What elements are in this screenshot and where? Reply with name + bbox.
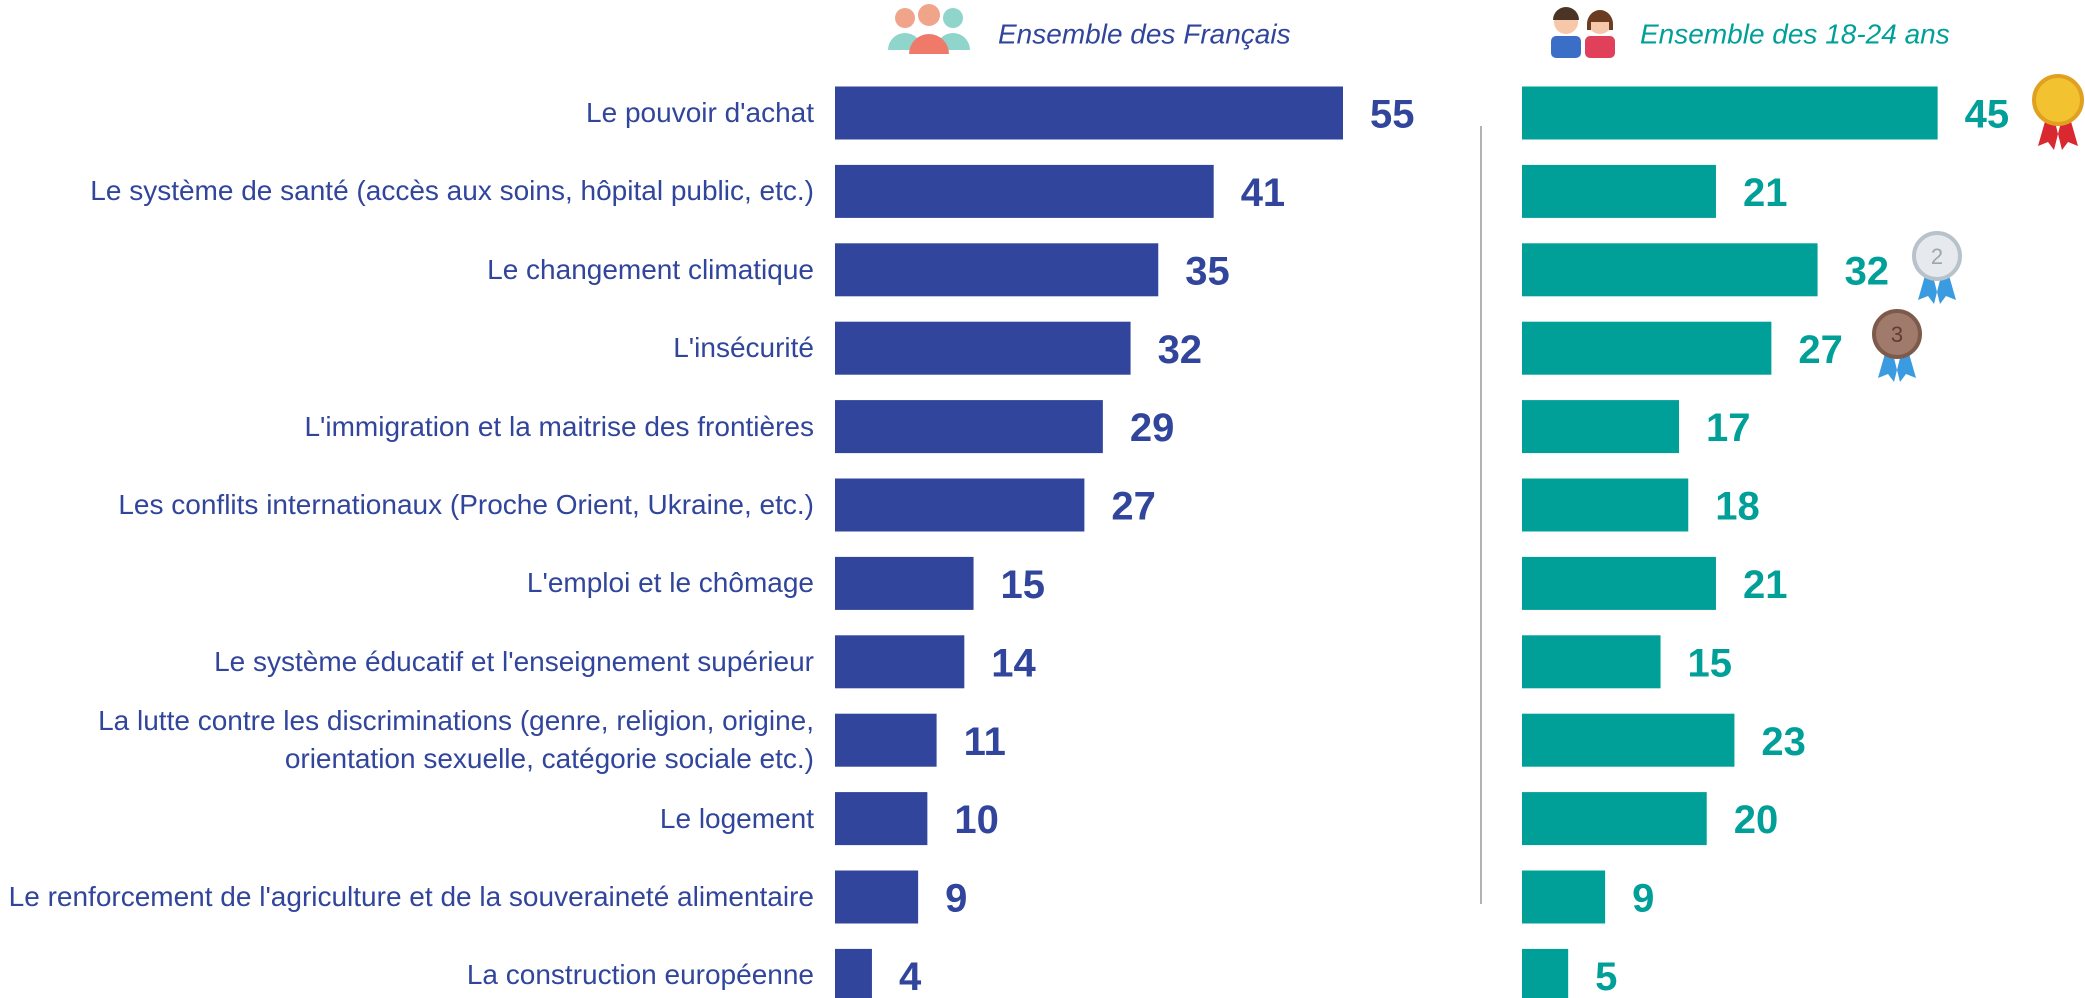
value-label: 55 [1370,93,1415,137]
value-label: 32 [1845,249,1890,293]
svg-text:2: 2 [1931,244,1943,269]
value-label: 17 [1706,406,1751,450]
value-label: 32 [1158,328,1203,372]
medal-silver: 2 [1912,231,1962,304]
value-label: 10 [954,798,999,842]
youth-icon [1551,7,1615,58]
bar [835,713,937,767]
bar [835,164,1214,218]
people-icon [888,4,970,54]
bar [835,478,1085,532]
value-label: 11 [964,720,1006,764]
value-label: 4 [899,955,922,998]
value-label: 21 [1743,563,1788,607]
medal-gold [2032,74,2084,150]
bar [835,321,1131,375]
value-label: 15 [1688,641,1733,685]
bar [835,792,928,846]
value-label: 41 [1241,171,1286,215]
category-label: Le logement [659,802,814,834]
bar [835,635,965,689]
value-label: 15 [1001,563,1045,607]
bar [1522,164,1716,218]
category-label: La construction européenne [466,959,814,991]
bar [1522,478,1689,532]
value-label: 9 [1632,877,1654,921]
value-label: 21 [1743,171,1788,215]
bar [1522,792,1707,846]
legend-header: Ensemble des 18-24 ans [1640,18,1950,49]
bar [1522,635,1661,689]
value-label: 45 [1965,93,2010,137]
bar [835,86,1343,140]
value-label: 20 [1734,798,1779,842]
category-label: Le changement climatique [487,253,814,285]
bar [1522,86,1938,140]
bar [1522,400,1680,454]
legend-header: Ensemble des Français [998,18,1291,49]
bar [835,243,1159,297]
bar [835,870,919,924]
category-label: Le système de santé (accès aux soins, hô… [90,175,814,207]
bar [1522,556,1716,610]
category-label: Le pouvoir d'achat [586,97,814,129]
bar [1522,948,1569,998]
medal-bronze: 3 [1872,309,1922,382]
value-label: 5 [1595,955,1617,998]
category-label: L'insécurité [673,332,814,364]
value-label: 14 [991,641,1036,685]
value-label: 9 [945,877,967,921]
category-label: L'emploi et le chômage [526,567,814,599]
category-label: La lutte contre les discriminations (gen… [98,705,814,775]
bar [1522,870,1606,924]
category-label: Les conflits internationaux (Proche Orie… [118,489,814,521]
bar [835,556,974,610]
value-label: 18 [1715,485,1760,529]
value-label: 29 [1130,406,1175,450]
value-label: 27 [1111,485,1156,529]
category-label: Le renforcement de l'agriculture et de l… [8,881,814,913]
bar [1522,321,1772,375]
svg-text:3: 3 [1891,322,1903,347]
bar [835,400,1103,454]
category-label: L'immigration et la maitrise des frontiè… [304,410,814,442]
bar [835,948,872,998]
value-label: 35 [1185,249,1230,293]
category-label: Le système éducatif et l'enseignement su… [214,645,814,677]
value-label: 27 [1798,328,1843,372]
value-label: 23 [1761,720,1806,764]
bar [1522,713,1735,767]
bar [1522,243,1818,297]
